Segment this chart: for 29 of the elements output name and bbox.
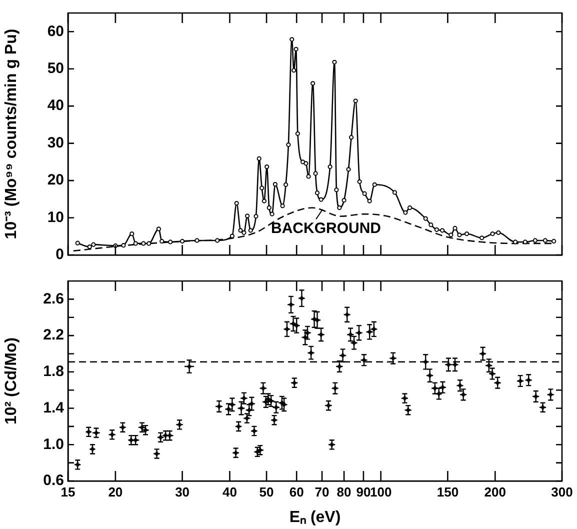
y-tick-label: 2.2 bbox=[43, 326, 64, 344]
y-tick-label: 10 bbox=[47, 208, 64, 226]
y-axis-title: 10² (Cd/Mo) bbox=[3, 337, 20, 425]
y-tick-label: 40 bbox=[47, 97, 64, 114]
y-tick-label: 1.4 bbox=[43, 399, 65, 416]
x-tick-label: 90 bbox=[356, 484, 371, 500]
x-tick-label: 50 bbox=[259, 484, 274, 500]
y-axis-title: 10⁻³ (Mo⁹⁹ counts/min g Pu) bbox=[3, 28, 20, 240]
x-tick-label: 60 bbox=[289, 484, 304, 500]
y-tick-label: 1.0 bbox=[43, 436, 64, 453]
annotation: BACKGROUND bbox=[271, 220, 382, 238]
y-tick-label: 60 bbox=[47, 22, 64, 40]
x-tick-label: 200 bbox=[484, 484, 506, 500]
x-tick-label: 150 bbox=[436, 484, 459, 500]
y-tick-label: 1.8 bbox=[43, 363, 64, 380]
y-tick-label: 30 bbox=[47, 134, 64, 152]
y-tick-label: 2.6 bbox=[43, 290, 64, 308]
x-tick-label: 15 bbox=[60, 484, 76, 500]
x-tick-label: 300 bbox=[551, 484, 573, 500]
x-tick-label: 100 bbox=[370, 484, 392, 500]
y-tick-label: 0 bbox=[56, 246, 64, 264]
y-tick-label: 50 bbox=[47, 60, 64, 77]
x-tick-label: 40 bbox=[222, 484, 237, 500]
x-tick-label: 70 bbox=[314, 484, 330, 500]
y-tick-label: 20 bbox=[47, 172, 64, 189]
x-tick-label: 20 bbox=[108, 484, 123, 500]
x-tick-label: 30 bbox=[175, 484, 190, 500]
x-tick-label: 80 bbox=[336, 484, 352, 500]
x-axis-title: Eₙ (eV) bbox=[289, 508, 341, 526]
